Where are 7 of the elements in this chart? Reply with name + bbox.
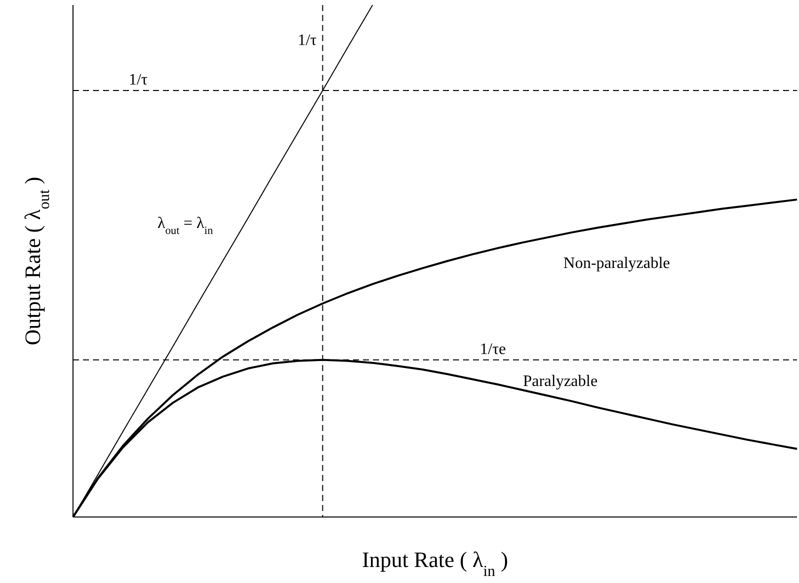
text: 1/τ [298,32,317,49]
series-label: Non-paralyzable [563,255,670,272]
x-axis-title: Input Rate ( λ$_{in}$ ) [362,547,508,580]
ref-line-label: 1/τ [128,72,148,89]
series-label: λ$_{out}$ = λ$_{in}$ [157,215,214,238]
ref-line-label: 1/τe [480,340,506,358]
series-label: Paralyzable [522,372,598,390]
